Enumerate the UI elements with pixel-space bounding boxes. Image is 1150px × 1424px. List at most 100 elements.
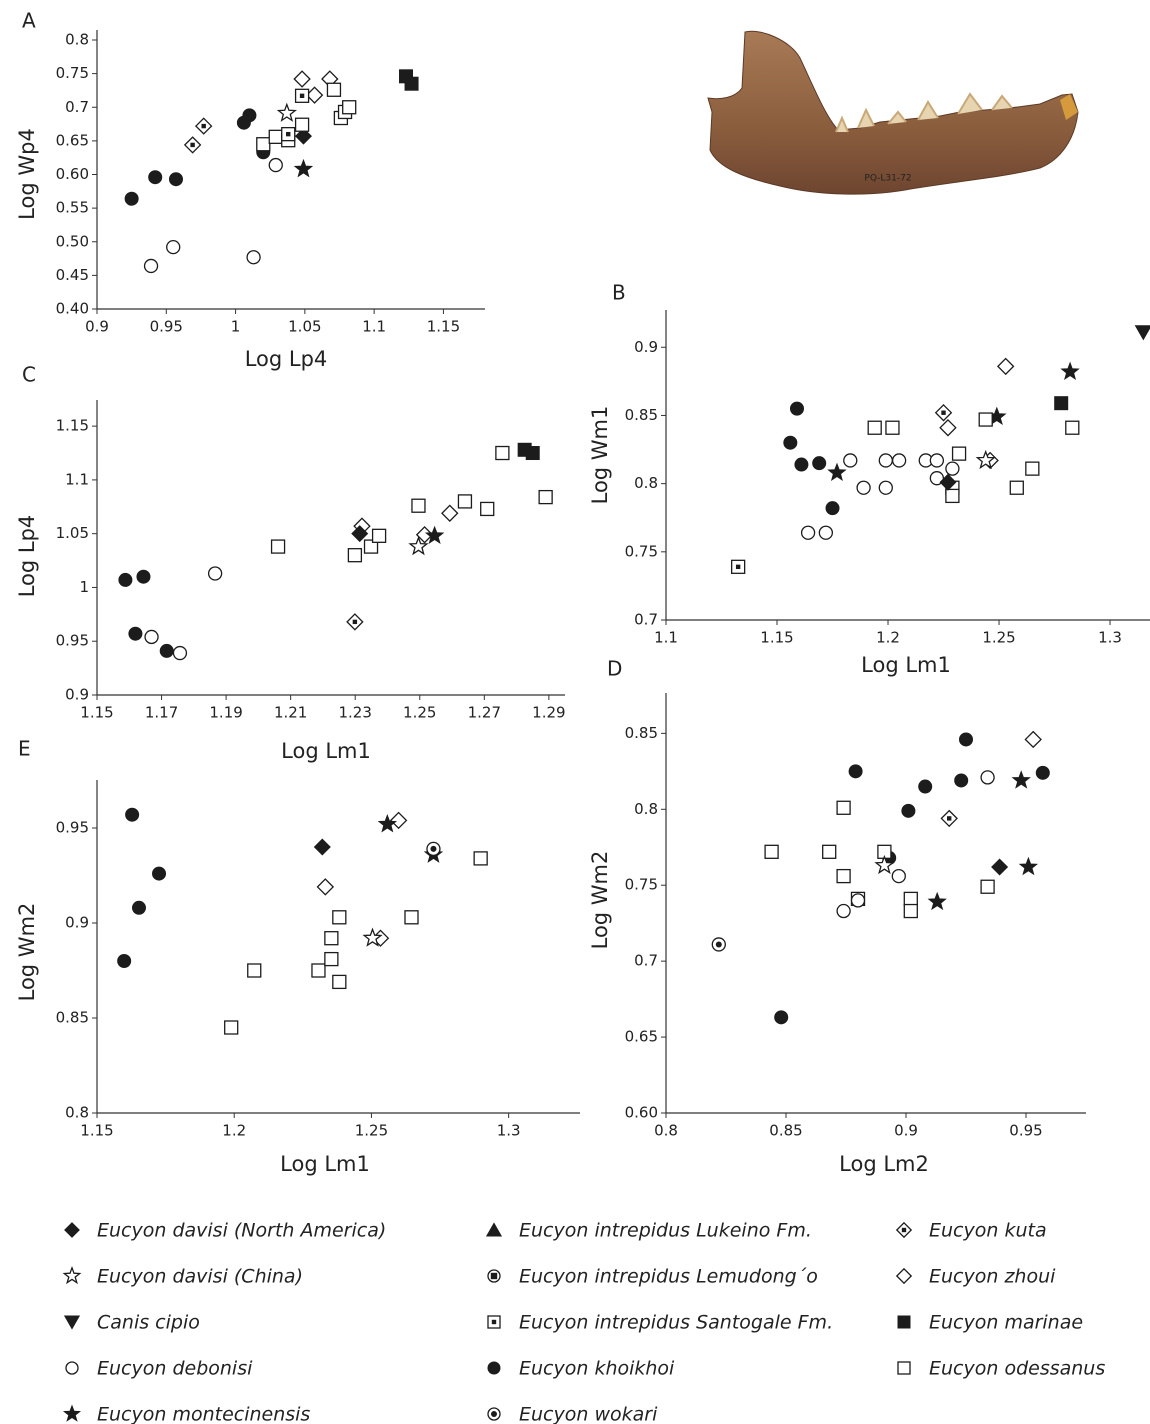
panel-2: C 1.15 1.17 1.19 1.21 1.23 1.25 1.27 1.29 0.9 0.95…: [15, 363, 566, 764]
marker-dot: [299, 93, 305, 99]
marker-dot: [491, 1319, 497, 1325]
marker-star: [408, 535, 429, 556]
y-axis-label: Log Wm2: [15, 903, 39, 1002]
legend-label: Eucyon intrepidus Lemudong´o: [519, 1266, 818, 1288]
legend-marker: [897, 1315, 911, 1329]
data-point: [764, 844, 779, 859]
panel-letter: C: [22, 363, 36, 387]
marker-square: [867, 420, 882, 435]
data-point: [1060, 361, 1080, 381]
y-tick-label: 0.65: [625, 1028, 658, 1046]
marker-star: [827, 462, 847, 481]
marker-diamond: [293, 70, 311, 88]
marker-diamond: [991, 858, 1009, 876]
marker-star: [62, 1266, 82, 1285]
legend-marker: [62, 1404, 82, 1422]
marker-diamond: [996, 357, 1015, 376]
data-point: [891, 868, 906, 884]
data-point: [927, 891, 947, 911]
data-point: [495, 445, 510, 461]
marker-circle: [800, 525, 816, 540]
marker-square: [326, 82, 342, 97]
marker-square: [342, 100, 357, 115]
legend-marker: [895, 1267, 913, 1285]
panel-3: D 0.8 0.85 0.9 0.95 0.60 0.65 0.7 0.75 0.8 0.85 Log…: [588, 657, 1086, 1176]
data-point: [789, 401, 804, 416]
x-tick-label: 0.95: [150, 318, 183, 336]
data-point: [166, 239, 181, 255]
data-point: [836, 800, 851, 815]
marker-star: [975, 449, 996, 470]
data-point: [1054, 396, 1069, 411]
data-point: [951, 446, 967, 461]
data-point: [346, 613, 364, 631]
data-point: [152, 866, 167, 881]
data-point: [128, 626, 143, 641]
data-point: [242, 108, 257, 123]
data-point: [268, 157, 283, 173]
x-tick-label: 1.25: [982, 629, 1015, 647]
marker-square: [1054, 396, 1069, 411]
marker-circle: [954, 773, 969, 788]
legend: Eucyon davisi (North America) Eucyon davi…: [62, 1220, 1105, 1424]
data-point: [168, 172, 183, 187]
marker-star: [377, 813, 398, 833]
data-point: [293, 158, 314, 178]
data-point: [1018, 856, 1039, 876]
marker-circle: [207, 566, 223, 581]
data-point: [324, 931, 339, 946]
x-tick-label: 1.3: [1098, 629, 1122, 647]
legend-marker: [487, 1407, 501, 1421]
marker-circle: [172, 645, 188, 661]
data-point: [324, 951, 339, 967]
marker-dot: [490, 1272, 498, 1280]
data-point: [1065, 420, 1080, 435]
legend-marker: [895, 1221, 913, 1239]
y-tick-label: 0.75: [625, 542, 658, 560]
marker-star: [1018, 856, 1039, 876]
marker-diamond: [64, 1222, 80, 1238]
data-point: [783, 435, 798, 450]
marker-star: [424, 525, 445, 545]
marker-square: [473, 851, 488, 866]
y-tick-label: 0.9: [65, 914, 89, 932]
data-point: [246, 250, 261, 265]
marker-dot: [286, 131, 291, 137]
data-point: [891, 453, 907, 468]
y-tick-label: 0.9: [634, 338, 658, 356]
marker-square: [404, 76, 419, 91]
marker-square: [495, 445, 510, 461]
marker-triangle: [485, 1222, 503, 1237]
y-tick-label: 0.9: [65, 686, 89, 704]
data-point: [836, 903, 851, 919]
marker-circle: [268, 157, 283, 173]
y-tick-label: 1.15: [56, 417, 89, 435]
marker-diamond: [313, 838, 331, 856]
legend-label: Eucyon odessanus: [929, 1358, 1105, 1380]
marker-circle: [152, 866, 167, 881]
y-tick-label: 0.65: [56, 131, 89, 149]
data-point: [294, 117, 310, 132]
legend-label: Canis cipio: [97, 1312, 200, 1334]
data-point: [342, 100, 357, 115]
marker-circle: [918, 779, 933, 794]
data-point: [836, 868, 851, 884]
data-point: [848, 764, 863, 779]
y-tick-label: 1.05: [56, 524, 89, 542]
data-point: [812, 456, 827, 471]
data-point: [159, 643, 174, 658]
marker-circle: [124, 191, 139, 206]
data-point: [1024, 730, 1042, 749]
data-point: [371, 528, 387, 543]
marker-star: [874, 854, 895, 875]
panel-letter: B: [612, 281, 626, 305]
marker-square: [945, 488, 960, 504]
marker-square: [294, 117, 310, 132]
data-point: [975, 449, 996, 470]
marker-star: [362, 927, 383, 947]
marker-diamond: [939, 473, 957, 491]
x-tick-label: 1.27: [468, 704, 501, 722]
y-axis-label: Log Wm2: [588, 851, 612, 950]
x-tick-label: 1.23: [339, 704, 372, 722]
y-tick-label: 0.7: [634, 952, 658, 970]
